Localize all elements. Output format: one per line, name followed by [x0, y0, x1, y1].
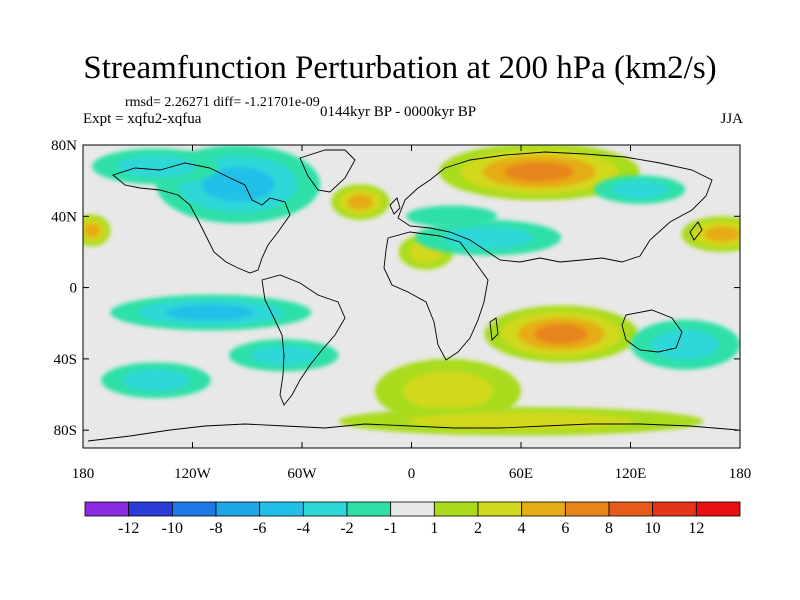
negative-anomaly-tropical-pacific-level: [166, 304, 256, 321]
negative-anomaly-east-asia-level: [611, 180, 668, 199]
positive-anomaly-east-pacific-level: [84, 223, 101, 238]
colorbar-swatch: [302, 501, 348, 517]
lat-tick-label: 80S: [54, 423, 77, 439]
coastline-uk: [389, 197, 401, 215]
colorbar-label: -8: [209, 520, 222, 537]
colorbar-swatch: [564, 501, 610, 517]
lon-tick-label: 120E: [615, 466, 647, 482]
colorbar-swatch: [84, 501, 130, 517]
colorbar-label: -10: [162, 520, 183, 537]
negative-anomaly-north-africa: [406, 205, 498, 227]
lon-tick-label: 180: [72, 466, 95, 482]
negative-anomaly-north-america-level: [201, 166, 275, 202]
colorbar-label: 6: [561, 520, 569, 537]
experiment-label: Expt = xqfu2-xqfua: [83, 111, 202, 127]
colorbar-swatch: [215, 501, 261, 517]
positive-anomaly-east-atlantic: [331, 184, 390, 220]
lat-tick-label: 0: [70, 281, 78, 297]
lon-tick-label: 0: [408, 466, 416, 482]
colorbar: -12 -10 -8 -6 -4 -2 -1 1 2 4 6 8 10 12: [84, 501, 741, 537]
colorbar-swatch: [346, 501, 392, 517]
negative-anomaly-east-asia: [594, 175, 686, 204]
coastline-antarctica: [87, 423, 739, 442]
map-axes: 80N 40N 0 40S 80S 180 120W 60W 0 60E 120E 180: [51, 138, 751, 482]
colorbar-swatch: [608, 501, 654, 517]
positive-anomaly-southern-ocean-level: [408, 412, 634, 431]
coastline-africa: [383, 231, 489, 361]
colorbar-swatch: [433, 501, 479, 517]
colorbar-swatch: [477, 501, 523, 517]
colorbar-label: -12: [118, 520, 139, 537]
negative-anomaly-north-africa-level: [406, 205, 498, 227]
colorbar-swatch: [652, 501, 697, 517]
lat-tick-label: 80N: [51, 138, 77, 154]
positive-anomaly-east-pacific: [83, 214, 111, 247]
colorbar-swatch: [521, 501, 566, 517]
colorbar-label: 12: [688, 520, 704, 537]
colorbar-label: 1: [430, 520, 438, 537]
negative-anomaly-south-pacific-level: [122, 369, 190, 392]
negative-anomaly-tropical-pacific: [110, 294, 312, 331]
negative-anomaly-tropical-indian-level: [443, 226, 534, 249]
map-title: Streamfunction Perturbation at 200 hPa (…: [83, 50, 717, 86]
colorbar-swatch: [171, 501, 217, 517]
positive-anomaly-west-pacific-level: [703, 226, 740, 243]
lat-tick-label: 40S: [54, 352, 77, 368]
negative-anomaly-south-indian-level: [651, 329, 719, 360]
colorbar-label: 2: [474, 520, 482, 537]
positive-anomaly-eurasia-north: [438, 145, 640, 201]
period-label: 0144kyr BP - 0000kyr BP: [320, 104, 477, 120]
season-label: JJA: [720, 111, 743, 127]
lon-tick-label: 120W: [174, 466, 212, 482]
lon-tick-label: 60E: [509, 466, 533, 482]
positive-anomaly-south-atlantic: [375, 358, 521, 424]
positive-anomaly-south-atlantic-level: [403, 371, 493, 411]
lon-tick-label: 60W: [287, 466, 317, 482]
colorbar-swatch: [128, 501, 173, 517]
positive-anomaly-indian-ocean-level: [534, 324, 588, 344]
positive-anomaly-indian-ocean: [484, 305, 638, 363]
colorbar-swatch: [390, 501, 435, 517]
coastlines: [87, 149, 739, 442]
colorbar-label: -4: [297, 520, 310, 537]
negative-anomaly-south-pacific: [101, 362, 211, 399]
negative-anomaly-tropical-indian: [415, 219, 562, 256]
lon-tick-label: 180: [729, 466, 752, 482]
positive-anomaly-eurasia-north-level: [504, 161, 575, 182]
colorbar-label: -1: [384, 520, 397, 537]
lat-tick-label: 40N: [51, 209, 77, 225]
colorbar-swatch: [259, 501, 304, 517]
coastline-madagascar: [489, 317, 499, 341]
colorbar-label: -2: [340, 520, 353, 537]
colorbar-label: 4: [518, 520, 526, 537]
coastline-japan: [689, 221, 703, 241]
coastline-eurasia: [397, 151, 713, 263]
colorbar-label: -6: [253, 520, 266, 537]
colorbar-swatch: [695, 501, 741, 517]
colorbar-label: 10: [645, 520, 661, 537]
negative-anomaly-north-pacific-level: [116, 155, 196, 178]
coastline-north-america: [112, 162, 291, 274]
positive-anomaly-east-atlantic-level: [347, 194, 374, 210]
coastline-south-america: [261, 274, 346, 406]
coastline-australia: [621, 309, 683, 353]
coastline-greenland: [299, 149, 356, 193]
anomaly-fields: [83, 145, 740, 436]
colorbar-label: 8: [605, 520, 613, 537]
negative-anomaly-south-indian: [630, 319, 740, 370]
positive-anomaly-west-pacific: [681, 216, 740, 252]
negative-anomaly-north-pacific: [92, 148, 220, 185]
stats-text: rmsd= 2.26271 diff= -1.21701e-09: [125, 95, 320, 110]
positive-anomaly-southern-ocean: [338, 407, 704, 436]
